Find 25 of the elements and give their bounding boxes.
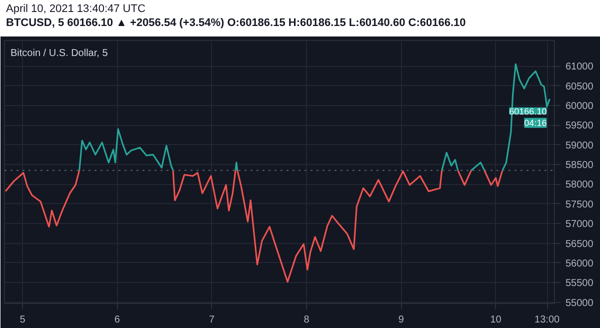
y-tick-label: 57500 <box>566 199 594 210</box>
chart-subtitle: April 10, 2021 13:40:47 UTC <box>6 3 146 15</box>
x-tick-label: 10 <box>490 314 502 326</box>
x-tick-label: 6 <box>114 314 120 326</box>
y-tick-label: 56500 <box>566 238 594 250</box>
y-tick-label: 60500 <box>566 81 594 92</box>
text: BTCUSD, 5 60166.10 ▲ +2056.54 (+3.54%) O:60186.15 H:60186.15 L:60140.60 C:60166.10 <box>6 17 466 29</box>
y-tick-label: 60000 <box>566 100 594 112</box>
x-tick-label: 8 <box>304 314 310 326</box>
annotation: 60166.10 <box>509 106 547 116</box>
y-tick-label: 56000 <box>566 258 594 270</box>
x-tick-label: 7 <box>209 314 216 326</box>
y-tick-label: 61000 <box>566 62 594 73</box>
x-tick-label: 9 <box>398 314 404 326</box>
y-tick-label: 58500 <box>566 160 594 172</box>
y-tick-label: 59000 <box>566 140 594 152</box>
y-tick-label: 57000 <box>566 219 594 230</box>
y-tick-label: 58000 <box>566 180 594 191</box>
y-tick-label: 59500 <box>566 120 594 132</box>
x-tick-label: 5 <box>20 314 26 326</box>
y-tick-label: 55000 <box>566 298 594 309</box>
y-tick-label: 55500 <box>566 278 594 290</box>
x-tick-label: 13:00 <box>534 314 560 326</box>
text: Bitcoin / U.S. Dollar, 5 <box>10 48 108 59</box>
annotation: 04:16 <box>524 118 547 128</box>
